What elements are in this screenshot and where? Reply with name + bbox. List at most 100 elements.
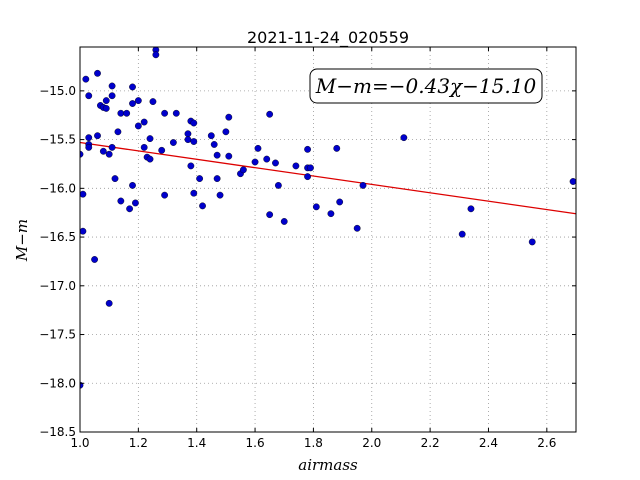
data-point xyxy=(114,128,122,136)
data-point xyxy=(222,128,230,136)
data-point xyxy=(80,190,87,198)
data-point xyxy=(102,105,110,112)
data-point xyxy=(146,135,154,143)
equation-annotation: M−m=−0.43χ−15.10 xyxy=(309,68,543,104)
y-axis-label: M−m xyxy=(13,219,31,262)
data-point xyxy=(123,109,131,117)
x-axis-label: airmass xyxy=(298,456,358,474)
data-point xyxy=(190,189,198,197)
x-tick-label: 2.2 xyxy=(421,436,440,450)
data-point xyxy=(196,175,204,182)
data-point xyxy=(94,69,101,77)
data-point xyxy=(129,182,136,189)
y-tick-label: −17.5 xyxy=(39,328,76,342)
data-point xyxy=(272,159,279,167)
data-point xyxy=(117,197,125,205)
axis-ticks xyxy=(79,47,576,433)
data-point xyxy=(146,155,154,163)
x-tick-label: 1.6 xyxy=(246,436,265,450)
x-tick-label: 1.4 xyxy=(187,436,206,450)
x-tick-label: 2.0 xyxy=(362,436,381,450)
data-point xyxy=(117,109,125,117)
data-point xyxy=(161,109,169,117)
data-point xyxy=(105,150,113,158)
data-point xyxy=(134,97,142,105)
data-point xyxy=(190,119,198,127)
y-tick-label: −17.0 xyxy=(39,279,76,293)
data-point xyxy=(304,145,311,153)
data-point xyxy=(312,203,320,211)
data-point xyxy=(467,205,475,213)
data-point xyxy=(85,134,93,142)
axes-frame xyxy=(79,46,577,433)
x-tick-label: 1.0 xyxy=(70,436,89,450)
data-point xyxy=(82,75,90,83)
data-point xyxy=(292,162,300,170)
data-point xyxy=(266,110,274,118)
data-point xyxy=(158,146,166,154)
y-tick-label: −15.5 xyxy=(39,133,76,147)
data-point xyxy=(140,143,148,151)
data-point xyxy=(225,113,233,121)
y-tick-label: −16.0 xyxy=(39,181,76,195)
data-point xyxy=(85,143,93,151)
data-point xyxy=(132,199,139,207)
data-point xyxy=(129,83,136,91)
y-tick-labels: −15.0 −15.5 −16.0 −16.5 −17.0 −17.5 −18.0 −18.5 xyxy=(39,84,76,439)
data-point xyxy=(353,224,361,232)
data-point xyxy=(263,155,271,163)
data-point xyxy=(458,230,466,238)
data-point xyxy=(216,191,224,199)
data-point xyxy=(152,51,160,59)
x-tick-labels: 1.0 1.2 1.4 1.6 1.8 2.0 2.2 2.4 2.6 xyxy=(70,436,556,450)
data-point xyxy=(225,152,233,160)
annotation-text: M−m=−0.43χ−15.10 xyxy=(315,74,537,98)
data-point xyxy=(184,130,192,138)
annotation-box xyxy=(309,68,543,104)
data-point xyxy=(528,238,536,246)
data-point xyxy=(105,299,113,307)
data-point xyxy=(102,97,110,105)
x-tick-label: 2.6 xyxy=(537,436,556,450)
data-point xyxy=(400,134,408,142)
data-point xyxy=(149,98,157,105)
data-point xyxy=(569,178,576,185)
data-point xyxy=(111,175,119,182)
data-point xyxy=(213,175,221,182)
data-point xyxy=(336,198,344,206)
data-point xyxy=(129,100,136,107)
data-point xyxy=(359,182,367,189)
y-tick-label: −18.0 xyxy=(39,376,76,390)
data-point xyxy=(333,144,341,152)
fit-line xyxy=(79,141,577,215)
y-tick-label: −15.0 xyxy=(39,84,76,98)
chart-title: 2021-11-24_020559 xyxy=(247,28,409,48)
data-point xyxy=(280,218,288,225)
data-point xyxy=(94,132,101,140)
data-point xyxy=(108,82,116,90)
data-point xyxy=(91,256,98,263)
y-tick-label: −16.5 xyxy=(39,230,76,244)
x-tick-label: 2.4 xyxy=(479,436,498,450)
data-point xyxy=(254,144,262,152)
data-point xyxy=(239,166,247,174)
data-point xyxy=(134,122,142,130)
data-point xyxy=(108,143,116,151)
data-point xyxy=(274,182,282,189)
fit-line-layer xyxy=(79,141,577,215)
data-point xyxy=(161,191,169,199)
data-point xyxy=(85,92,93,100)
data-point xyxy=(251,158,259,166)
data-point xyxy=(213,151,221,159)
data-point xyxy=(307,164,314,172)
data-point xyxy=(187,162,195,170)
y-tick-label: −18.5 xyxy=(39,425,76,439)
x-tick-label: 1.2 xyxy=(129,436,148,450)
data-point xyxy=(304,173,311,181)
data-point xyxy=(80,227,87,235)
data-point xyxy=(108,92,116,100)
data-point xyxy=(207,132,215,140)
data-point xyxy=(169,139,177,146)
data-point xyxy=(327,210,335,218)
data-point xyxy=(184,136,192,143)
